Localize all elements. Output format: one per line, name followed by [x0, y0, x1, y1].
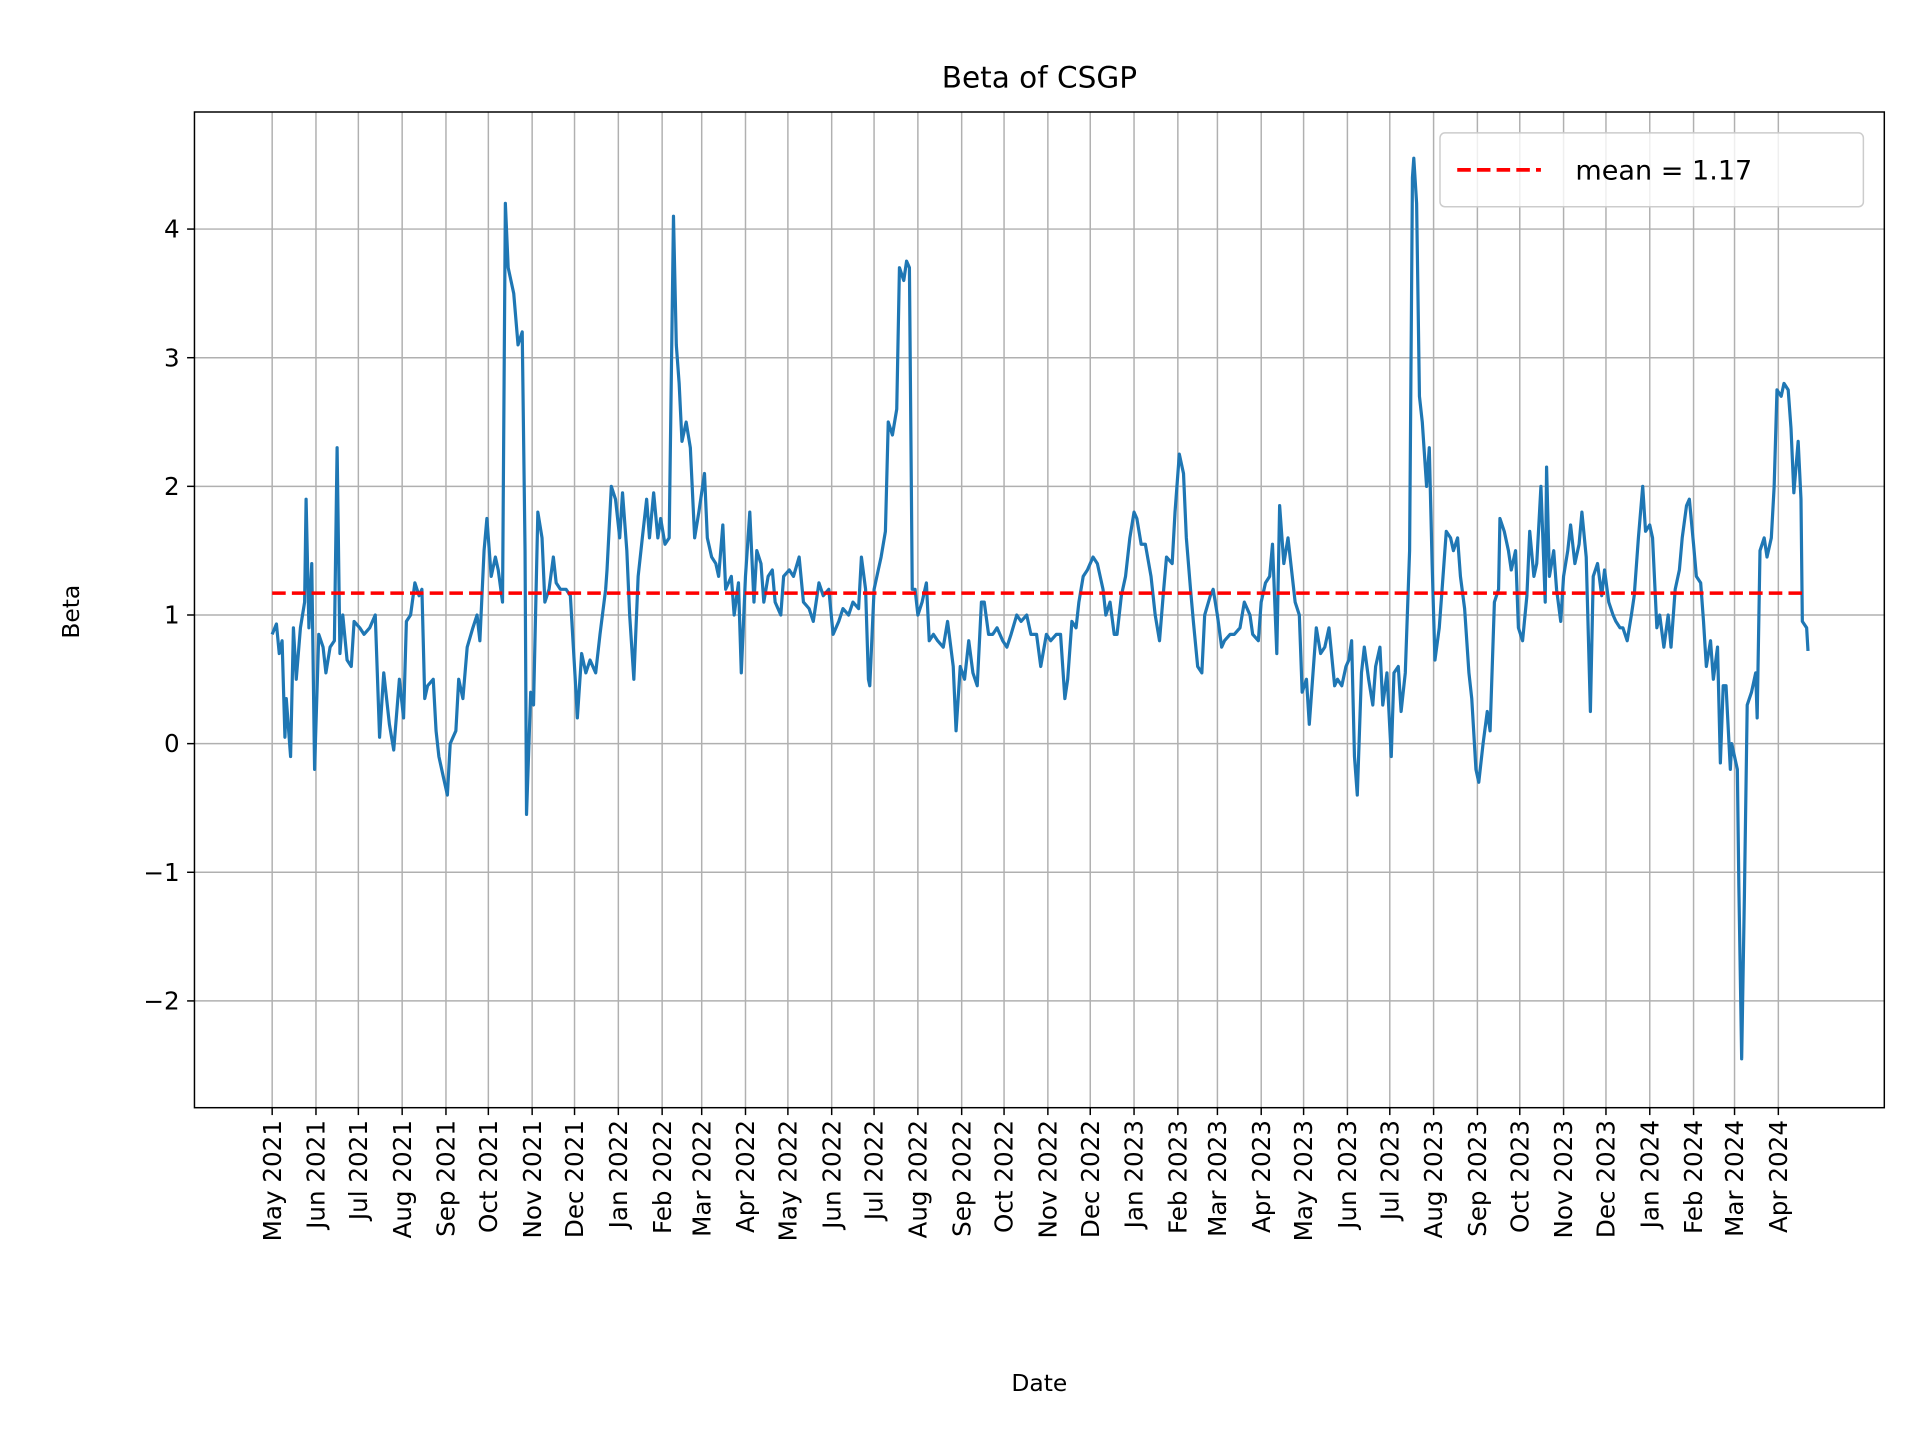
- y-axis-ticks: −2 −1 0 1 2 3 4: [143, 215, 195, 1016]
- x-tick-label: Aug 2023: [1419, 1120, 1448, 1239]
- x-tick-label: Jul 2023: [1375, 1120, 1404, 1222]
- chart-title: Beta of CSGP: [942, 60, 1137, 94]
- x-tick-label: Oct 2021: [474, 1120, 503, 1233]
- x-axis-ticks: May 2021 Jun 2021 Jul 2021 Aug 2021 Sep 2021…: [258, 1107, 1793, 1241]
- x-tick-label: Jul 2021: [344, 1120, 373, 1222]
- x-tick-label: Jan 2023: [1120, 1120, 1149, 1230]
- legend: mean = 1.17: [1439, 132, 1865, 208]
- legend-box: [1439, 132, 1865, 208]
- x-tick-label: Dec 2022: [1076, 1120, 1105, 1238]
- x-tick-label: Jan 2022: [604, 1120, 633, 1230]
- x-tick-label: Nov 2023: [1549, 1120, 1578, 1238]
- x-tick-label: May 2023: [1289, 1120, 1318, 1241]
- x-tick-label: Sep 2023: [1463, 1120, 1492, 1237]
- x-tick-label: Jan 2024: [1635, 1120, 1664, 1230]
- x-tick-label: Apr 2022: [731, 1120, 760, 1233]
- y-tick-label: 1: [164, 601, 180, 630]
- x-tick-label: Dec 2021: [560, 1120, 589, 1238]
- y-tick-label: 3: [164, 343, 180, 372]
- x-tick-label: Oct 2023: [1505, 1120, 1534, 1233]
- x-tick-label: Mar 2023: [1203, 1120, 1232, 1237]
- x-tick-label: Jun 2022: [817, 1120, 846, 1231]
- legend-mean-label: mean = 1.17: [1575, 156, 1752, 187]
- y-tick-label: 2: [164, 472, 180, 501]
- x-tick-label: Jun 2023: [1333, 1120, 1362, 1231]
- y-tick-label: 0: [164, 729, 180, 758]
- y-tick-label: −1: [143, 858, 179, 887]
- x-tick-label: Oct 2022: [990, 1120, 1019, 1233]
- x-tick-label: Feb 2022: [648, 1120, 677, 1234]
- x-tick-label: May 2022: [774, 1120, 803, 1241]
- y-axis-label: Beta: [57, 585, 85, 639]
- x-tick-label: Feb 2024: [1679, 1120, 1708, 1234]
- x-axis-label: Date: [1011, 1369, 1067, 1397]
- y-tick-label: −2: [143, 987, 179, 1016]
- x-tick-label: May 2021: [258, 1120, 287, 1241]
- x-tick-label: Jun 2021: [302, 1120, 331, 1231]
- x-tick-label: Apr 2024: [1764, 1120, 1793, 1233]
- x-tick-label: Aug 2021: [388, 1120, 417, 1239]
- beta-series-line: [270, 156, 1810, 1061]
- x-tick-label: Sep 2022: [947, 1120, 976, 1237]
- x-tick-label: Jul 2022: [860, 1120, 889, 1222]
- x-tick-label: Nov 2021: [518, 1120, 547, 1238]
- x-tick-label: Aug 2022: [903, 1120, 932, 1239]
- y-tick-label: 4: [164, 215, 180, 244]
- plot-lines: [270, 156, 1810, 1061]
- x-tick-label: Mar 2024: [1720, 1120, 1749, 1237]
- x-tick-label: Mar 2022: [687, 1120, 716, 1237]
- x-tick-label: Dec 2023: [1592, 1120, 1621, 1238]
- plot-area-frame: [193, 111, 1886, 1109]
- x-tick-label: Feb 2023: [1163, 1120, 1192, 1234]
- x-tick-label: Nov 2022: [1033, 1120, 1062, 1238]
- x-tick-label: Apr 2023: [1247, 1120, 1276, 1233]
- x-tick-label: Sep 2021: [432, 1120, 461, 1237]
